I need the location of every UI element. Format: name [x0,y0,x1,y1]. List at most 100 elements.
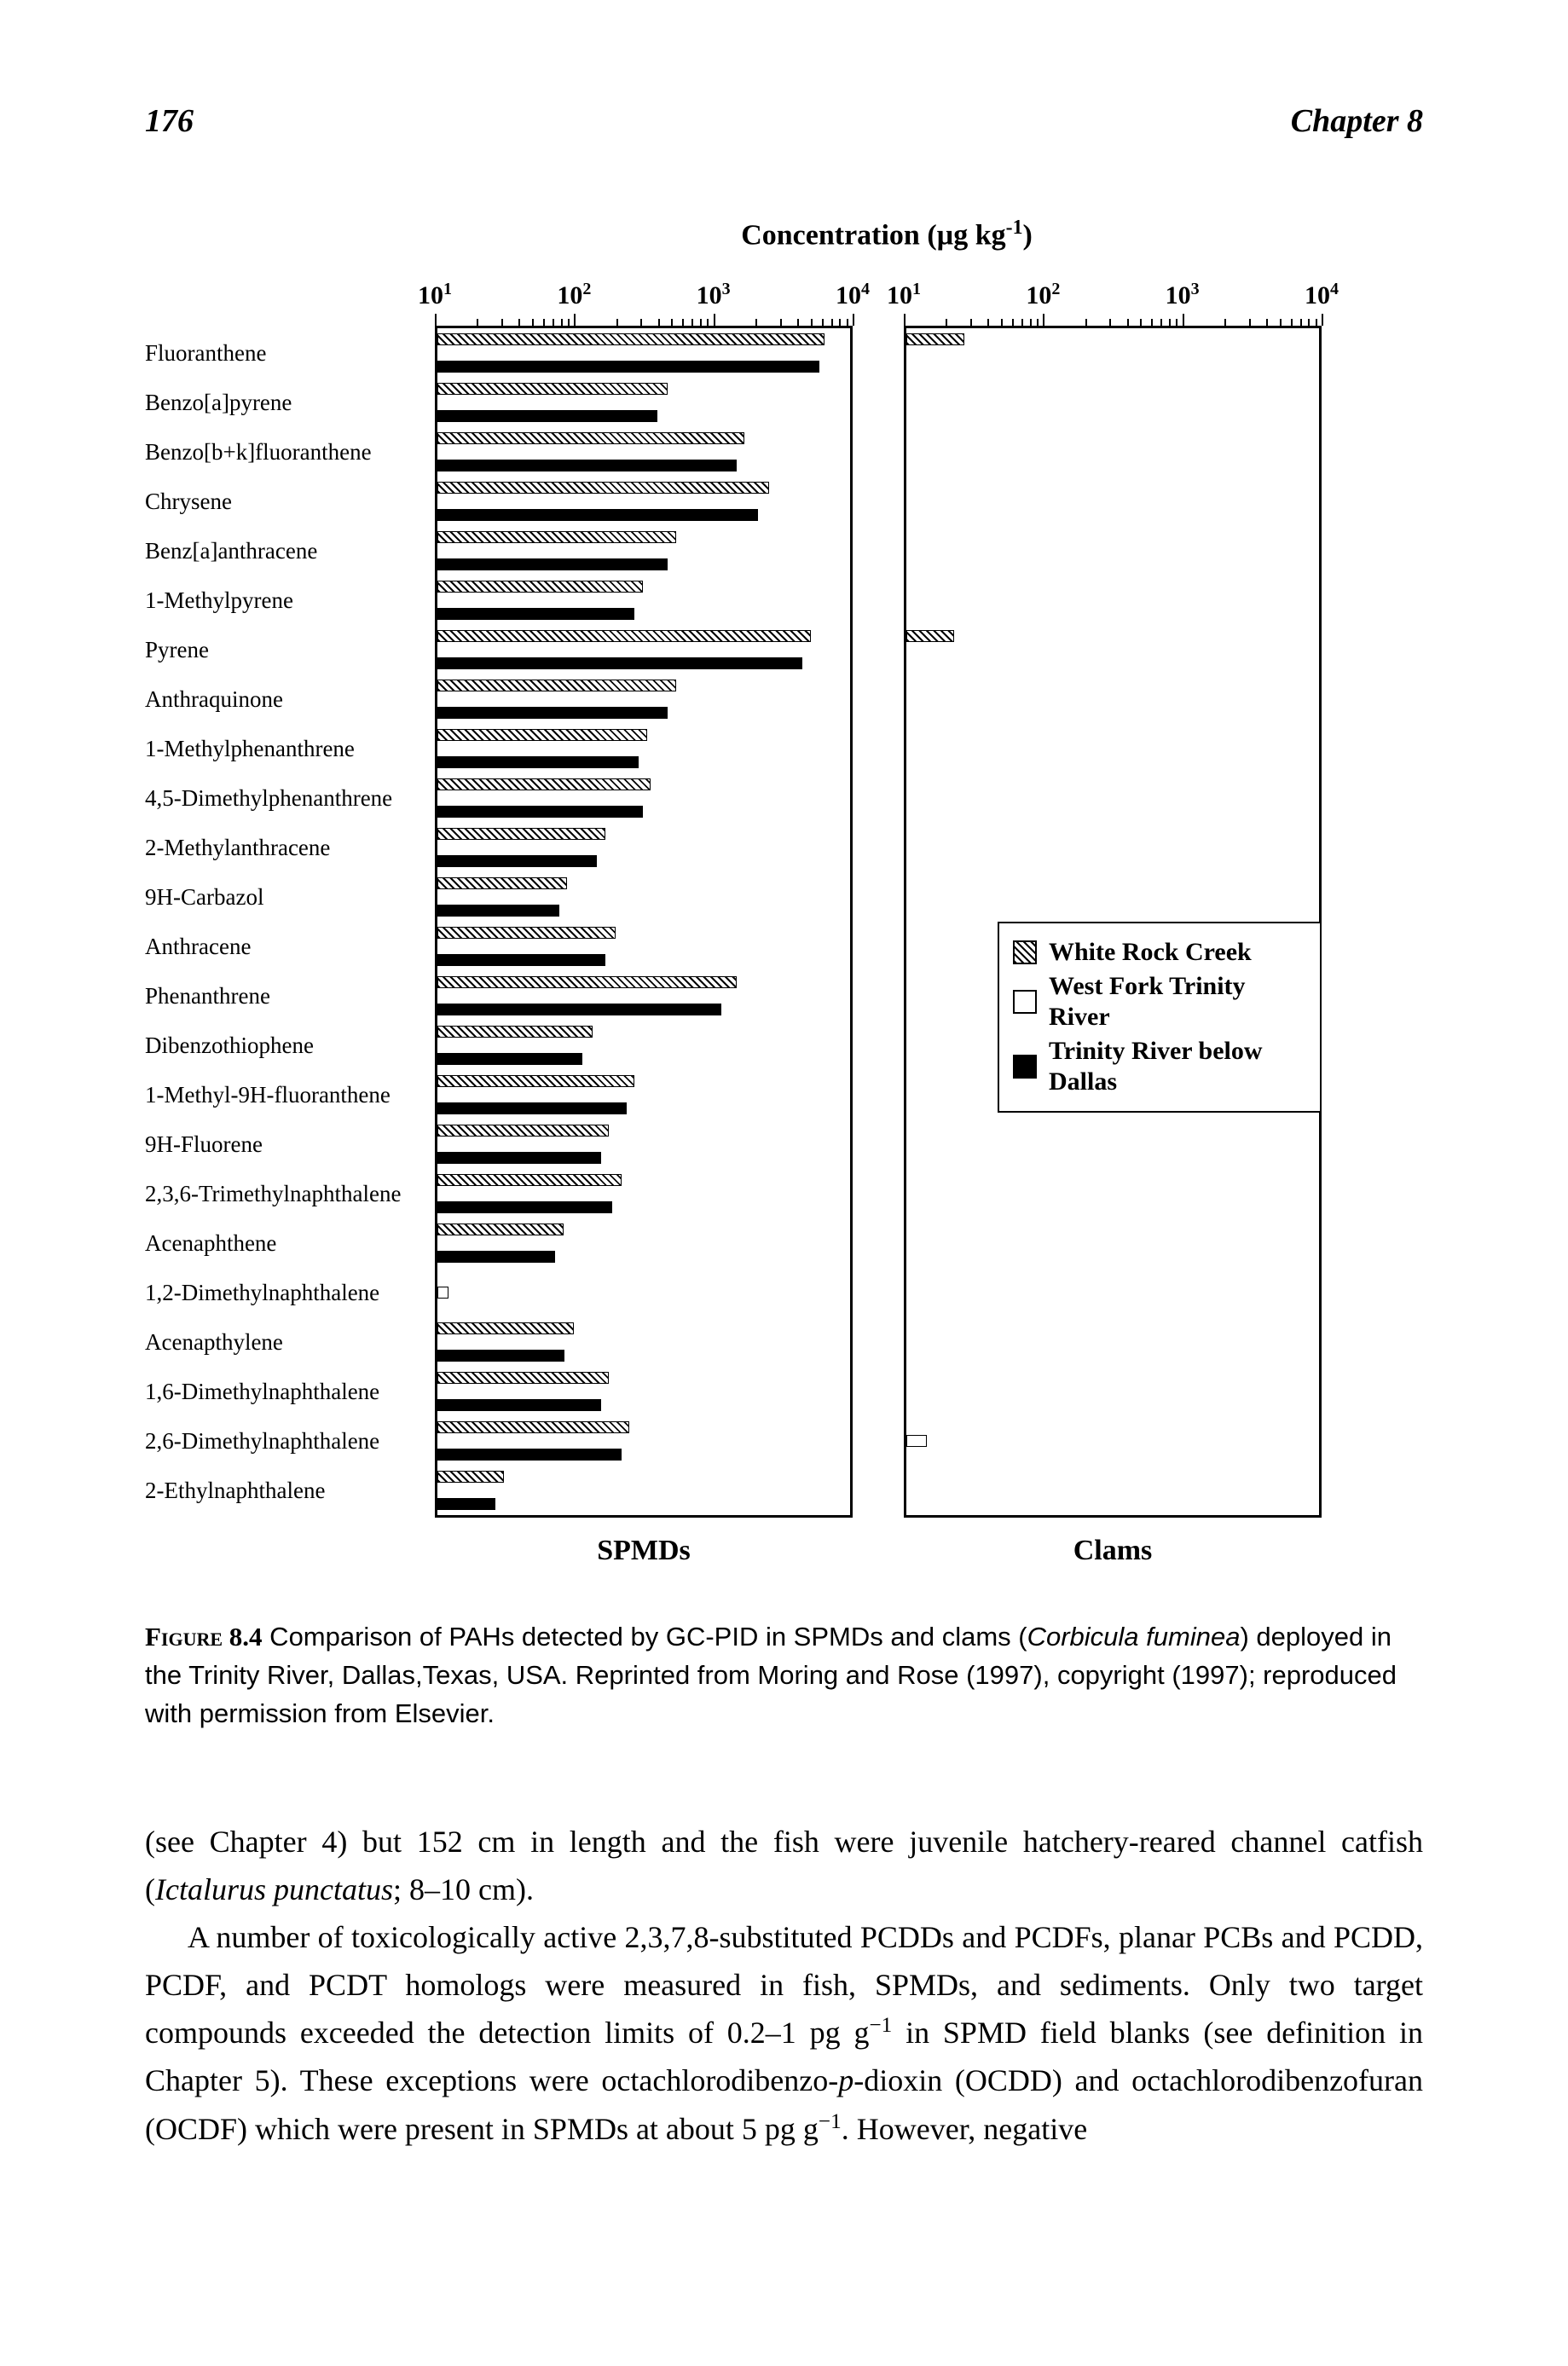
bar-solid [437,855,597,867]
bar-solid [437,707,668,719]
chart-row: 2-Ethylnaphthalene [145,1466,1424,1515]
chart-row: 1,2-Dimethylnaphthalene [145,1268,1424,1317]
plot-left [435,823,853,872]
axis-tick-label: 104 [1305,280,1339,310]
bar-solid [437,806,643,818]
chart-row: 9H-Carbazol [145,872,1424,922]
plot-left [435,477,853,526]
category-label: Anthracene [145,934,435,960]
bar-solid [437,1399,601,1411]
legend-swatch-solid [1013,1055,1037,1079]
chart-row: Anthraquinone [145,674,1424,724]
chart-row: Benz[a]anthracene [145,526,1424,576]
category-label: 2-Methylanthracene [145,835,435,861]
legend-label: White Rock Creek [1049,937,1252,968]
chart-axis-title: Concentration (µg kg-1) [350,217,1424,252]
bar-solid [437,1449,622,1461]
chart-row: 2-Methylanthracene [145,823,1424,872]
plot-left [435,1416,853,1466]
plot-right [904,576,1322,625]
plot-left [435,1070,853,1119]
chapter-label: Chapter 8 [1291,102,1423,140]
bar-solid [437,756,639,768]
bar-hatch [437,581,643,593]
axis-tick-label: 102 [557,280,591,310]
plot-right [904,1367,1322,1416]
bar-hatch [437,1026,593,1038]
plot-right [904,872,1322,922]
bar-hatch [437,680,676,691]
plot-right [904,674,1322,724]
bar-hatch [437,1174,622,1186]
category-label: 2-Ethylnaphthalene [145,1478,435,1504]
plot-left [435,872,853,922]
bar-hatch [437,1372,609,1384]
plot-left [435,922,853,971]
caption-text-a: Comparison of PAHs detected by GC-PID in… [263,1622,1027,1652]
bar-hatch [906,333,964,345]
bar-solid [437,1152,601,1164]
plot-left [435,328,853,378]
category-label: Benz[a]anthracene [145,538,435,564]
chart-row: 2,6-Dimethylnaphthalene [145,1416,1424,1466]
bar-open [437,1287,448,1299]
plot-left [435,1218,853,1268]
chart-row: 1,6-Dimethylnaphthalene [145,1367,1424,1416]
running-header: 176 Chapter 8 [145,102,1423,140]
category-label: Acenaphthene [145,1230,435,1257]
plot-left [435,1317,853,1367]
legend-row: West Fork Trinity River [1013,971,1306,1033]
page-number: 176 [145,102,194,140]
plot-left [435,724,853,773]
category-label: 1-Methyl-9H-fluoranthene [145,1082,435,1108]
plot-right [904,625,1322,674]
plot-right [904,378,1322,427]
chart-title-suffix: ) [1022,219,1032,251]
chart-row: 4,5-Dimethylphenanthrene [145,773,1424,823]
bar-hatch [906,630,954,642]
plot-left [435,971,853,1021]
plot-left [435,526,853,576]
category-label: Dibenzothiophene [145,1033,435,1059]
bar-hatch [437,630,811,642]
bar-hatch [437,1125,609,1137]
category-label: Phenanthrene [145,983,435,1009]
category-label: 9H-Fluorene [145,1131,435,1158]
plot-right [904,1268,1322,1317]
chart-row: Benzo[b+k]fluoranthene [145,427,1424,477]
bar-hatch [437,531,676,543]
body-text: (see Chapter 4) but 152 cm in length and… [145,1819,1423,2154]
chart-rows: Fluoranthene Benzo[a]pyrene Benzo[b+k]fluo… [145,328,1424,1518]
bar-hatch [437,828,605,840]
axis-tick-label: 103 [697,280,731,310]
category-label: Acenapthylene [145,1329,435,1356]
category-label: 2,6-Dimethylnaphthalene [145,1428,435,1455]
bar-hatch [437,383,668,395]
category-label: Benzo[a]pyrene [145,390,435,416]
bar-solid [437,608,634,620]
panel-right-label: Clams [904,1535,1322,1567]
chart-row: Pyrene [145,625,1424,674]
category-label: 2,3,6-Trimethylnaphthalene [145,1181,435,1207]
bar-solid [437,1201,612,1213]
legend-label: West Fork Trinity River [1049,971,1306,1033]
paragraph-2: A number of toxicologically active 2,3,7… [145,1914,1423,2154]
category-label: Fluoranthene [145,340,435,367]
figure-caption: Figure 8.4 Comparison of PAHs detected b… [145,1618,1423,1733]
bar-solid [437,954,605,966]
category-label: 1,6-Dimethylnaphthalene [145,1379,435,1405]
bar-solid [437,657,802,669]
category-label: Anthraquinone [145,686,435,713]
chart-row: 2,3,6-Trimethylnaphthalene [145,1169,1424,1218]
page: 176 Chapter 8 Concentration (µg kg-1) 10… [0,0,1568,2366]
plot-right [904,823,1322,872]
plot-left [435,378,853,427]
legend-row: White Rock Creek [1013,937,1306,968]
plot-right [904,526,1322,576]
bar-solid [437,509,758,521]
bar-solid [437,905,559,917]
bar-solid [437,1102,627,1114]
bar-hatch [437,976,737,988]
category-label: 1-Methylpyrene [145,587,435,614]
category-label: Pyrene [145,637,435,663]
